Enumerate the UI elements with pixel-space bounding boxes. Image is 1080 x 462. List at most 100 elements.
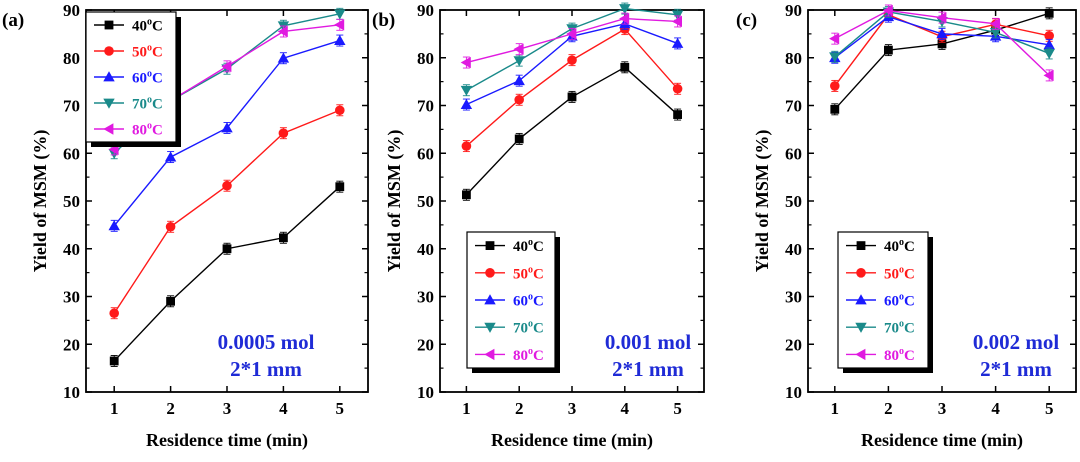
y-axis-title: Yield of MSM (%) — [384, 130, 405, 273]
x-tick-label: 4 — [621, 399, 630, 418]
legend-label-degree: o — [899, 237, 904, 248]
data-point — [620, 62, 630, 72]
x-axis-title: Residence time (min) — [146, 430, 308, 451]
y-tick-label: 10 — [63, 383, 80, 402]
legend-label: 40oC — [884, 237, 915, 255]
data-point — [989, 18, 1000, 30]
y-tick-label: 50 — [417, 192, 434, 211]
y-tick-label: 90 — [63, 1, 80, 20]
data-point — [671, 15, 682, 28]
data-point — [109, 356, 119, 366]
y-axis-title: Yield of MSM (%) — [30, 130, 51, 273]
data-point — [277, 25, 288, 38]
y-tick-label: 70 — [63, 97, 80, 116]
legend-label: 50oC — [884, 264, 915, 282]
series-50C — [461, 23, 683, 153]
legend-marker — [856, 268, 866, 278]
legend-label-unit: C — [904, 239, 915, 255]
y-tick-label: 70 — [417, 97, 434, 116]
legend-label-value: 80 — [132, 123, 147, 139]
legend-label-degree: o — [899, 346, 904, 357]
x-tick-label: 3 — [938, 399, 947, 418]
data-point — [1043, 69, 1054, 82]
x-tick-label: 1 — [831, 399, 840, 418]
legend-label: 50oC — [513, 264, 544, 282]
legend-label-unit: C — [904, 294, 915, 310]
data-point — [673, 110, 682, 119]
x-tick-label: 5 — [336, 399, 345, 418]
data-point — [335, 105, 345, 116]
legend-marker — [103, 98, 115, 109]
y-tick-label: 90 — [785, 1, 802, 20]
legend-label-unit: C — [152, 45, 163, 61]
y-tick-label: 40 — [417, 240, 434, 259]
legend-label: 60oC — [884, 292, 915, 310]
annotation-line: 2*1 mm — [980, 357, 1052, 381]
data-point — [279, 233, 288, 243]
data-point — [335, 182, 345, 192]
legend-label-degree: o — [147, 43, 152, 54]
legend-label-degree: o — [899, 292, 904, 303]
data-point — [334, 9, 346, 20]
y-tick-label: 80 — [63, 49, 80, 68]
x-tick-label: 2 — [166, 399, 175, 418]
data-point — [278, 128, 289, 138]
y-tick-label: 10 — [417, 383, 434, 402]
data-point — [514, 134, 524, 144]
data-point — [222, 180, 232, 191]
data-point — [829, 52, 841, 63]
data-point — [989, 28, 1002, 39]
data-point — [222, 244, 232, 254]
x-tick-label: 5 — [1045, 399, 1054, 418]
legend-label-unit: C — [904, 348, 915, 364]
data-point — [936, 28, 948, 39]
data-point — [513, 56, 525, 67]
y-tick-label: 60 — [417, 144, 434, 163]
series-line — [465, 66, 679, 196]
legend-label: 70oC — [513, 319, 544, 337]
y-tick-label: 20 — [63, 335, 80, 354]
data-point — [166, 296, 175, 306]
series-40C — [462, 61, 682, 201]
data-point — [334, 19, 345, 31]
data-point — [221, 60, 232, 73]
y-tick-label: 60 — [785, 144, 802, 163]
legend-label-unit: C — [904, 321, 915, 337]
x-tick-label: 5 — [673, 399, 682, 418]
data-point — [830, 81, 840, 91]
data-point — [460, 98, 473, 109]
data-point — [164, 151, 177, 162]
annotation-line: 0.0005 mol — [218, 330, 315, 354]
annotation-line: 2*1 mm — [230, 357, 302, 381]
y-tick-label: 90 — [417, 1, 434, 20]
legend-label-value: 40 — [884, 239, 899, 255]
data-point — [513, 43, 524, 55]
series-50C — [109, 104, 345, 320]
y-tick-label: 50 — [785, 192, 802, 211]
legend-label-degree: o — [147, 95, 152, 106]
data-point — [460, 85, 473, 96]
y-tick-label: 80 — [417, 49, 434, 68]
legend-marker — [855, 348, 866, 361]
y-tick-label: 30 — [63, 288, 80, 307]
data-point — [619, 4, 631, 15]
legend-label-value: 70 — [513, 321, 528, 337]
x-tick-label: 2 — [515, 399, 524, 418]
annotation-line: 0.001 mol — [605, 330, 691, 354]
legend-label-degree: o — [528, 346, 533, 357]
legend-marker — [484, 294, 496, 305]
y-tick-label: 30 — [785, 288, 802, 307]
chart-panel-2: 10 20 30 40 50 60 70 80 90 1 2 3 4 5 Residence time (m… — [372, 1, 705, 451]
y-tick-label: 50 — [63, 192, 80, 211]
y-tick-label: 20 — [417, 335, 434, 354]
data-point — [830, 104, 840, 114]
legend-label-value: 40 — [513, 239, 528, 255]
data-point — [514, 94, 524, 105]
data-point — [277, 52, 290, 63]
data-point — [1044, 30, 1054, 41]
data-point — [937, 39, 947, 49]
series-70C — [460, 2, 684, 97]
legend-label-unit: C — [152, 97, 163, 113]
legend-label-value: 50 — [132, 45, 147, 61]
